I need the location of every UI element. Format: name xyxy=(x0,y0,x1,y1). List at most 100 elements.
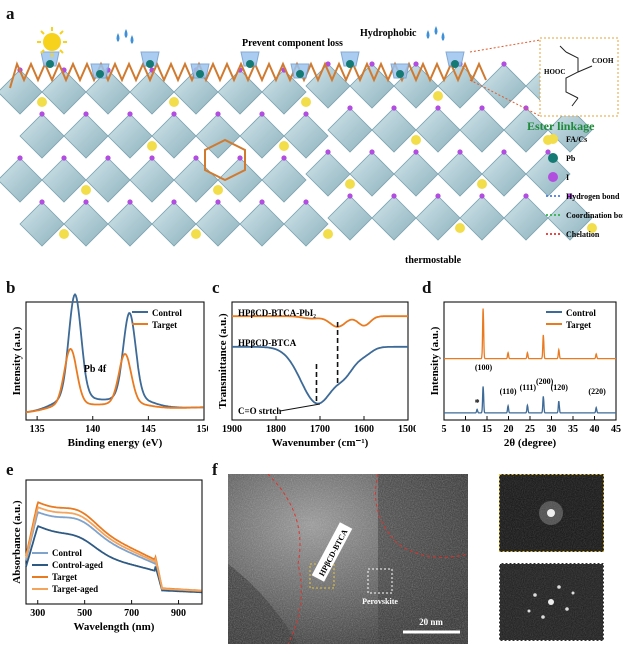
water-drop-icon xyxy=(116,26,445,44)
octahedron xyxy=(173,69,219,115)
x-tick-label: 35 xyxy=(568,424,578,435)
iodide-ion xyxy=(347,193,353,199)
panel-label-c: c xyxy=(212,278,220,297)
fft-white xyxy=(499,563,604,641)
fa-cs-ion xyxy=(81,185,91,195)
x-tick-label: 20 xyxy=(504,424,514,435)
legend-label: Control xyxy=(566,308,596,318)
legend-label: Control-aged xyxy=(52,560,103,570)
chart-d-xrd: 5 10 15 20 25 30 35 40 45 2θ (degree) Intensity (a… xyxy=(429,301,621,449)
x-axis-label: Wavenumber (cm⁻¹) xyxy=(272,437,369,449)
polymer-chains xyxy=(9,51,487,182)
x-tick-label: 140 xyxy=(85,424,100,435)
pb-ion xyxy=(196,70,204,78)
x-tick-label: 25 xyxy=(525,424,535,435)
peak-label: (100) xyxy=(475,363,493,372)
fa-cs-ion xyxy=(213,185,223,195)
legend-label: Control xyxy=(152,308,182,318)
octahedron xyxy=(481,63,527,109)
iodide-ion xyxy=(193,155,199,161)
iodide-ion xyxy=(215,199,221,205)
x-tick-label: 1500 xyxy=(398,424,416,435)
iodide-ion xyxy=(127,111,133,117)
octahedron xyxy=(41,69,87,115)
label-prevent-loss: Prevent component loss xyxy=(242,38,343,49)
iodide-ion xyxy=(325,149,331,155)
iodide-ion xyxy=(369,61,375,67)
octahedron xyxy=(239,201,285,247)
iodide-ion xyxy=(501,149,507,155)
octahedron xyxy=(283,201,329,247)
iodide-ion xyxy=(325,61,331,67)
sun-icon xyxy=(37,27,67,57)
x-tick-label: 135 xyxy=(30,424,45,435)
octahedron xyxy=(63,113,109,159)
series-line-target xyxy=(444,308,616,360)
octahedron xyxy=(547,195,593,241)
pb-ion xyxy=(96,70,104,78)
iodide-ion xyxy=(479,193,485,199)
octahedron xyxy=(19,113,65,159)
legend-label: Control xyxy=(52,548,82,558)
octahedron xyxy=(327,107,373,153)
iodide-ion xyxy=(105,155,111,161)
x-axis-label: Binding energy (eV) xyxy=(68,437,163,449)
octahedron xyxy=(107,113,153,159)
series-line-control xyxy=(444,386,616,414)
octahedron xyxy=(371,107,417,153)
peak-label: (110) xyxy=(500,387,517,396)
octahedron xyxy=(415,107,461,153)
fa-cs-ion xyxy=(37,97,47,107)
molecule-group-cooh: COOH xyxy=(592,57,614,65)
octahedron xyxy=(151,201,197,247)
x-tick-label: 5 xyxy=(442,424,447,435)
chart-e-absorbance: 300 500 700 900 Wavelength (nm) Absorbance (a… xyxy=(11,479,203,633)
x-axis-label: 2θ (degree) xyxy=(504,437,557,449)
iodide-ion xyxy=(215,111,221,117)
iodide-ion xyxy=(435,105,441,111)
panel-label-b: b xyxy=(6,278,16,297)
annotation: C=O strtch xyxy=(238,406,281,416)
octahedron xyxy=(547,107,593,153)
pb-ion xyxy=(346,60,354,68)
series-label: HPβCD-BTCA-PbI₂ xyxy=(238,308,316,318)
x-tick-label: 1800 xyxy=(266,424,286,435)
octahedron xyxy=(437,151,483,197)
schematic-illustration: HOOC COOH Prevent component loss Hydroph… xyxy=(0,26,623,266)
panel-label-e: e xyxy=(6,460,14,479)
fa-cs-ion xyxy=(345,179,355,189)
legend-marker xyxy=(548,134,558,144)
iodide-ion xyxy=(127,199,133,205)
octahedron xyxy=(0,69,43,115)
octahedron xyxy=(41,157,87,203)
octahedron xyxy=(239,113,285,159)
pb-ion xyxy=(451,60,459,68)
iodide-ion xyxy=(39,111,45,117)
legend-label: Target xyxy=(152,320,177,330)
label-ester-linkage: Ester linkage xyxy=(527,119,595,133)
peak-label: (120) xyxy=(551,383,569,392)
octahedron xyxy=(195,113,241,159)
octahedron xyxy=(349,151,395,197)
iodide-ion xyxy=(501,61,507,67)
fa-cs-ion xyxy=(147,141,157,151)
iodide-ion xyxy=(413,149,419,155)
octahedron xyxy=(85,157,131,203)
y-axis-label: Transmittance (a.u.) xyxy=(217,313,229,409)
fa-cs-ion xyxy=(59,229,69,239)
octahedron xyxy=(481,151,527,197)
octahedron xyxy=(261,157,307,203)
label-hydrophobic: Hydrophobic xyxy=(360,28,417,39)
iodide-ion xyxy=(83,199,89,205)
legend-label: Chelation xyxy=(566,230,600,239)
octahedron xyxy=(459,107,505,153)
pb-ion xyxy=(146,60,154,68)
x-tick-label: 45 xyxy=(611,424,621,435)
cyclodextrin-cone xyxy=(445,51,465,67)
plot-frame xyxy=(25,479,203,605)
x-axis-label: Wavelength (nm) xyxy=(74,621,155,633)
cyclodextrin-cone xyxy=(140,51,160,67)
plot-frame xyxy=(25,301,205,421)
fa-cs-ion xyxy=(323,229,333,239)
fa-cs-ion xyxy=(477,179,487,189)
